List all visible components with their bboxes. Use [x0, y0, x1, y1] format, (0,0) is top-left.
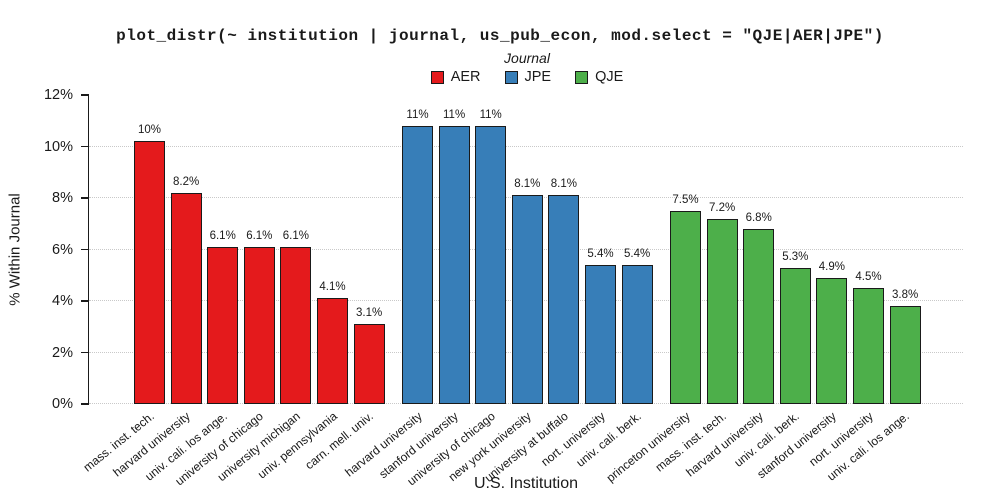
- bar-value-label: 5.4%: [623, 247, 651, 260]
- legend-swatch-icon: [504, 70, 518, 84]
- bar-value-label: 11%: [443, 108, 466, 121]
- bar: [438, 125, 470, 404]
- bar-value-label: 3.1%: [355, 307, 383, 320]
- bar-value-label: 6.1%: [209, 229, 236, 242]
- legend-item-aer: AER: [430, 69, 481, 85]
- bar-value-label: 6.1%: [246, 229, 273, 242]
- bar-value-label: 5.4%: [587, 247, 614, 260]
- y-axis-tick: [80, 248, 88, 251]
- bar: [317, 298, 348, 404]
- y-axis-tick: [80, 403, 88, 405]
- y-axis-tick: [80, 351, 88, 354]
- bar: [670, 210, 701, 404]
- chart-title: plot_distr(~ institution | journal, us_p…: [116, 27, 884, 45]
- y-tick-label: 8%: [52, 190, 73, 206]
- bar-value-label: 3.8%: [891, 289, 919, 302]
- legend-swatch-icon: [575, 70, 589, 84]
- legend: Journal AER JPE QJE: [27, 50, 1000, 85]
- legend-label: QJE: [595, 69, 624, 85]
- y-axis-tick: [80, 300, 88, 302]
- bar-value-label: 11%: [479, 108, 502, 121]
- y-tick-label: 6%: [52, 241, 73, 258]
- bar-value-label: 4.9%: [818, 260, 845, 273]
- y-axis-tick: [80, 94, 88, 96]
- legend-label: AER: [450, 69, 481, 85]
- bar-value-label: 6.1%: [282, 229, 309, 242]
- bar: [548, 195, 580, 404]
- bar-value-label: 4.1%: [319, 281, 346, 294]
- y-axis-tick: [80, 197, 88, 199]
- bar-value-label: 5.3%: [782, 250, 809, 263]
- y-axis-line: [87, 94, 89, 405]
- bar-value-label: 7.2%: [708, 201, 736, 214]
- y-axis-title: % Within Journal: [6, 193, 24, 306]
- y-tick-label: 10%: [43, 138, 73, 155]
- legend-swatch-icon: [430, 70, 444, 84]
- y-tick-label: 4%: [52, 293, 73, 309]
- bar: [621, 264, 653, 404]
- bar: [816, 277, 848, 404]
- bar-value-label: 8.1%: [514, 178, 541, 191]
- y-tick-label: 12%: [43, 87, 73, 103]
- bar: [207, 246, 239, 404]
- bar: [511, 195, 543, 404]
- bar-value-label: 4.5%: [855, 271, 882, 284]
- gridline: [89, 145, 963, 147]
- bar-value-label: 11%: [406, 108, 429, 121]
- y-tick-label: 0%: [52, 396, 73, 412]
- legend-title: Journal: [504, 50, 550, 66]
- bar: [779, 267, 811, 404]
- x-axis-title: U.S. Institution: [473, 475, 579, 492]
- bar: [170, 192, 202, 404]
- bar-value-label: 8.1%: [550, 178, 577, 191]
- bar: [402, 125, 433, 404]
- bar: [743, 228, 775, 404]
- bar-value-label: 7.5%: [672, 193, 699, 206]
- bar-value-label: 10%: [137, 124, 162, 137]
- bar: [280, 246, 312, 404]
- bar: [353, 324, 385, 404]
- bar: [134, 141, 165, 404]
- legend-item-jpe: JPE: [504, 69, 552, 85]
- y-tick-label: 2%: [52, 344, 73, 361]
- legend-label: JPE: [524, 69, 552, 85]
- bar-value-label: 6.8%: [745, 211, 772, 224]
- bar: [889, 306, 921, 404]
- bar: [853, 288, 884, 404]
- legend-items: AER JPE QJE: [27, 69, 1000, 85]
- bar-value-label: 8.2%: [172, 175, 200, 188]
- bar: [585, 264, 616, 404]
- bar: [243, 246, 275, 404]
- bar: [475, 125, 507, 404]
- legend-item-qje: QJE: [575, 69, 623, 85]
- bar: [706, 218, 738, 404]
- y-axis-tick: [80, 145, 88, 148]
